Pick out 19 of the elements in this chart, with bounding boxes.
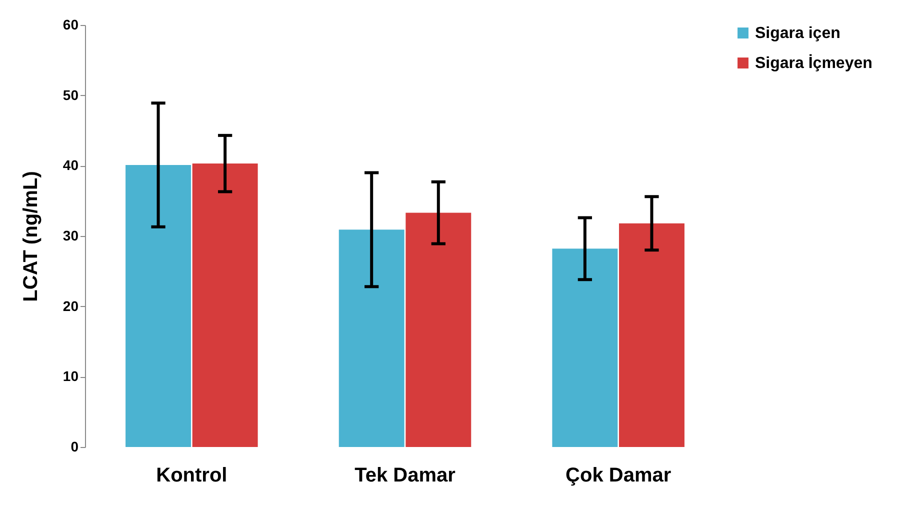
legend-label: Sigara içen	[755, 25, 840, 42]
bar	[619, 223, 684, 447]
bar	[406, 212, 472, 447]
x-tick-label: Kontrol	[156, 464, 228, 486]
bar	[192, 164, 258, 447]
y-tick-label: 40	[62, 157, 79, 174]
y-tick-label: 60	[62, 16, 79, 32]
x-tick-label: Tek Damar	[354, 464, 456, 486]
bar	[126, 164, 191, 447]
y-tick-label: 10	[62, 368, 79, 384]
x-tick-label: Çok Damar	[566, 464, 672, 486]
y-tick-label: 50	[62, 86, 79, 103]
y-tick-label: 20	[62, 298, 79, 314]
y-tick-label: 30	[62, 228, 79, 244]
bar	[552, 248, 618, 447]
y-axis-title: LCAT (ng/mL)	[20, 171, 42, 302]
y-tick-label: 0	[70, 438, 79, 454]
legend-label: Sigara İçmeyen	[755, 54, 872, 72]
bar	[338, 230, 404, 447]
